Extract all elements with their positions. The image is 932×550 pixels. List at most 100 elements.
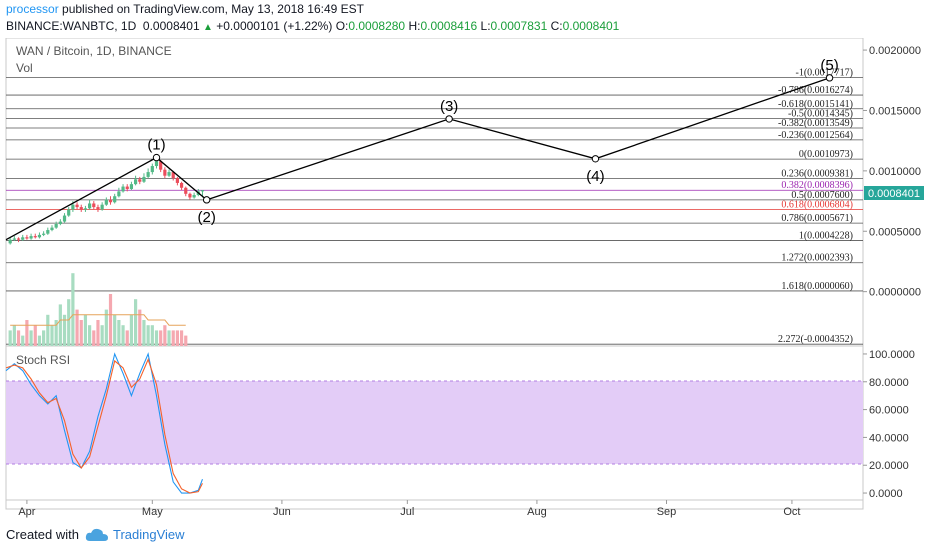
candle-body	[21, 237, 25, 240]
volume-bar	[163, 325, 167, 346]
price-axis-label: 0.0005000	[869, 226, 921, 238]
high-value: 0.0008416	[420, 19, 478, 33]
fib-level-label: 1.618(0.0000060)	[781, 281, 853, 292]
wave-point	[445, 115, 453, 123]
candle-body	[184, 187, 188, 194]
candle-body	[83, 208, 88, 210]
footer: Created with TradingView	[6, 527, 185, 542]
stoch-axis-label: 80.0000	[869, 377, 909, 389]
low-value: 0.0007831	[490, 19, 548, 33]
stoch-k-line	[5, 352, 203, 494]
last-price: 0.0008401	[142, 19, 200, 33]
volume-layer	[8, 273, 188, 346]
volume-bar	[42, 330, 46, 346]
vol-label: Vol	[16, 61, 33, 75]
candle-body	[71, 204, 75, 210]
volume-bar	[67, 299, 71, 346]
publisher-link[interactable]: processor	[6, 2, 59, 16]
candle-body	[104, 199, 108, 205]
stoch-axis-label: 40.0000	[869, 432, 909, 444]
volume-bar	[25, 320, 29, 346]
candle-body	[16, 238, 21, 240]
created-with-text: Created with	[6, 527, 79, 542]
candle-body	[113, 196, 117, 203]
candle-body	[37, 234, 42, 238]
wave-point	[152, 153, 161, 162]
volume-bar	[16, 330, 21, 346]
candle-body	[133, 179, 138, 185]
tradingview-logo[interactable]: TradingView	[85, 527, 185, 542]
volume-bar	[154, 330, 159, 346]
published-text: published on TradingView.com, May 13, 20…	[62, 2, 364, 16]
volume-bar	[184, 335, 188, 346]
time-axis-label: Aug	[527, 506, 547, 518]
publish-info: processor published on TradingView.com, …	[6, 2, 364, 16]
time-axis-label: Jun	[273, 506, 291, 518]
chart-canvas[interactable]: WAN / Bitcoin, 1D, BINANCE Vol Stoch RSI…	[0, 38, 932, 520]
volume-bar	[133, 299, 138, 346]
fib-level-label: 0.382(0.0008396)	[781, 180, 853, 191]
price-axis-label: 0.0010000	[869, 166, 921, 178]
candle-body	[50, 227, 54, 231]
symbol-name: BINANCE:WANBTC, 1D	[6, 19, 137, 33]
stoch-d-line	[5, 357, 203, 494]
candle-body	[42, 233, 46, 235]
candle-body	[8, 239, 12, 244]
volume-bar	[117, 320, 121, 346]
chart-title: WAN / Bitcoin, 1D, BINANCE	[16, 44, 172, 58]
stoch-rsi-label: Stoch RSI	[16, 353, 70, 367]
volume-bar	[138, 309, 142, 346]
high-label: H:	[408, 19, 421, 33]
tradingview-brand: TradingView	[112, 527, 185, 542]
candle-body	[62, 215, 67, 222]
candle-body	[154, 161, 159, 167]
candle-body	[171, 172, 175, 179]
fib-level-label: 1(0.0004228)	[799, 231, 853, 242]
volume-bar	[104, 309, 108, 346]
volume-bar	[37, 335, 42, 346]
volume-bar	[75, 309, 79, 346]
elliott-wave-line	[5, 77, 830, 241]
candle-body	[175, 178, 179, 183]
candle-body	[25, 237, 29, 239]
volume-bar	[29, 330, 33, 346]
wave-label: (3)	[440, 98, 458, 115]
price-change: +0.0000101 (+1.22%)	[216, 19, 333, 33]
volume-bar	[92, 330, 96, 346]
fib-level-label: -1(0.0017717)	[796, 68, 854, 79]
candle-body	[200, 190, 205, 192]
fib-level-label: -0.618(0.0015141)	[778, 99, 853, 110]
open-value: 0.0008280	[348, 19, 406, 33]
price-axis-label: 0.0015000	[869, 105, 921, 117]
price-axis: 0.0020000 0.0015000 0.0010000 0.0005000 0.00…	[863, 45, 921, 299]
stoch-axis-label: 100.0000	[869, 349, 915, 361]
fib-level-label: -0.382(0.0013549)	[778, 118, 853, 129]
volume-bar	[108, 294, 113, 346]
fib-level-label: 1.272(0.0002393)	[781, 253, 853, 264]
volume-bar	[46, 314, 50, 346]
candle-body	[179, 182, 184, 188]
wave-label: (4)	[586, 168, 604, 185]
candle-body	[142, 176, 146, 182]
low-label: L:	[480, 19, 491, 33]
volume-bar	[54, 320, 58, 346]
volume-bar	[142, 320, 146, 346]
fib-level-label: 0.786(0.0005671)	[781, 213, 853, 224]
volume-bar	[167, 330, 171, 346]
volume-bar	[79, 320, 83, 346]
volume-bar	[179, 330, 184, 346]
candle-body	[100, 204, 104, 210]
wave-label: (2)	[197, 209, 215, 226]
last-price-tag-bg	[864, 186, 924, 200]
time-axis-label: May	[142, 506, 163, 518]
last-price-tag-text: 0.0008401	[868, 188, 920, 200]
volume-bar	[121, 325, 125, 346]
price-axis-label: 0.0000000	[869, 287, 921, 299]
fib-layer: -1(0.0017717) -0.786(0.0016274) -0.618(0.0…	[6, 68, 863, 345]
time-axis-label: Oct	[783, 506, 800, 518]
candle-body	[29, 236, 33, 239]
volume-bar	[175, 330, 179, 346]
candle-body	[12, 238, 16, 240]
candle-body	[67, 209, 71, 216]
volume-bar	[12, 325, 16, 346]
